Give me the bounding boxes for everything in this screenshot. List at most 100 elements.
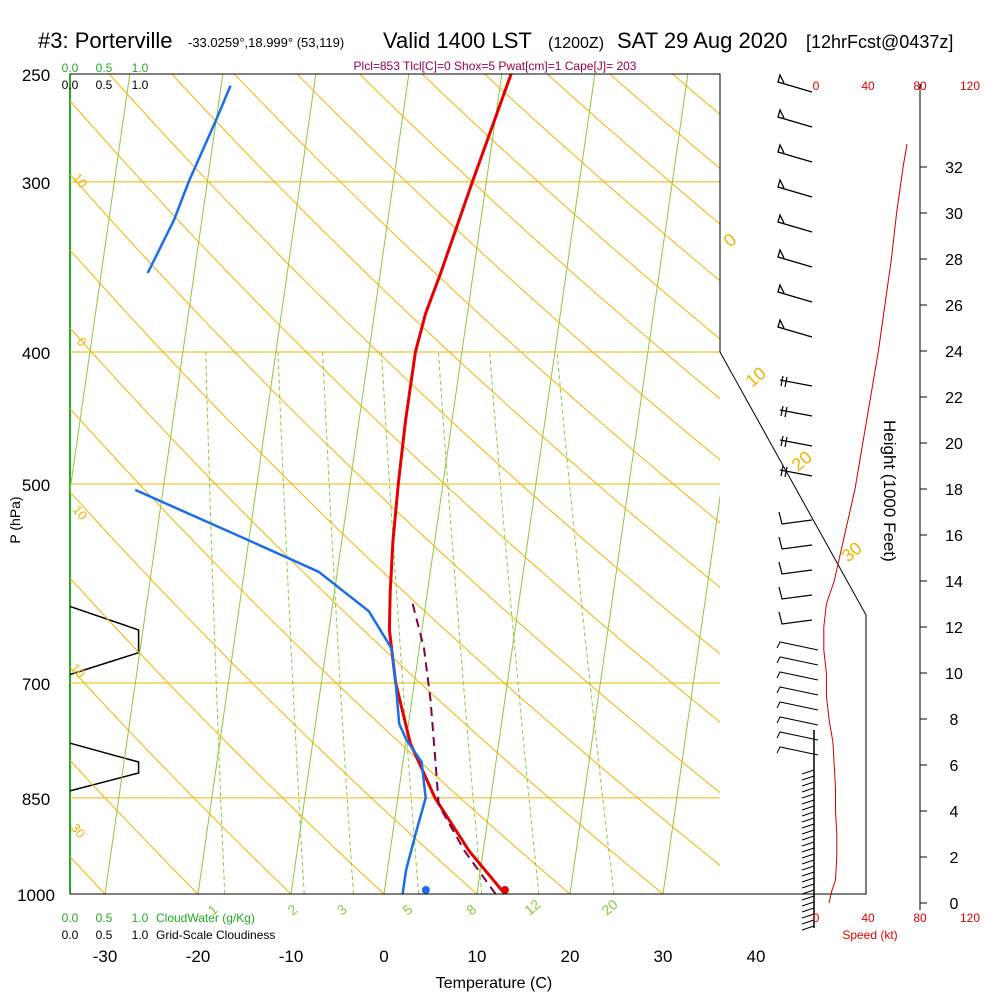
mixing-ratio-line [322, 351, 354, 894]
mixing-ratio-line [205, 351, 226, 894]
height-tick-label: 16 [945, 528, 963, 545]
height-tick-label: 12 [945, 620, 963, 637]
speed-label: Speed (kt) [842, 928, 897, 942]
temperature-tick-label: 40 [747, 947, 766, 966]
cloudiness-scale-top: 0.5 [96, 78, 113, 92]
valid-time: Valid 1400 LST [383, 28, 532, 53]
cloud-820 [69, 742, 140, 792]
dry-adiabat [0, 50, 12, 894]
speed-tick-bottom: 80 [913, 911, 927, 925]
wind-barb [776, 746, 819, 756]
dry-adiabat [546, 74, 720, 225]
adiabat-label: 20 [788, 447, 816, 475]
valid-date: SAT 29 Aug 2020 [617, 28, 787, 53]
cloudwater-scale-top: 1.0 [132, 61, 149, 75]
station-coords: -33.0259°,18.999° (53,119) [188, 35, 344, 50]
pressure-tick-label: 1000 [17, 886, 55, 905]
cloudiness-scale-bottom: 0.5 [96, 928, 113, 942]
frame-top [70, 73, 721, 352]
dry-adiabats [0, 50, 1000, 894]
mixing-label: 12 [521, 896, 543, 918]
wind-barb [776, 731, 819, 741]
speed-tick-bottom: 0 [813, 911, 820, 925]
isotherm [104, 74, 224, 894]
plot-frame [70, 73, 867, 895]
mixing-label: 5 [399, 901, 415, 918]
cloudwater-scale-top: 0.0 [62, 61, 79, 75]
sounding-profiles [134, 73, 513, 895]
speed-tick-top: 120 [960, 79, 980, 93]
isotherm [662, 493, 720, 894]
dry-adiabat [108, 74, 720, 655]
dry-adiabat [70, 491, 478, 894]
mixing-ratio-line [556, 351, 615, 894]
height-tick-label: 10 [945, 666, 963, 683]
temperature-axis-label: Temperature (C) [436, 975, 552, 992]
height-tick-label: 2 [950, 850, 959, 867]
wind-barb [776, 656, 819, 666]
dry-adiabat [233, 74, 720, 524]
cloudiness-label: Grid-Scale Cloudiness [156, 928, 275, 942]
pressure-axis-label: P (hPa) [7, 496, 23, 543]
cloudiness-scale-top: 1.0 [132, 78, 149, 92]
surface-temp-dot [500, 886, 509, 894]
wind-barb [776, 641, 819, 651]
pressure-tick-label: 500 [22, 476, 50, 495]
temperature-tick-label: 10 [468, 947, 487, 966]
series-dewpoint-upper [146, 85, 232, 274]
dry-adiabat [70, 327, 664, 894]
surface-dew-dot [421, 886, 430, 894]
pressure-tick-label: 700 [22, 675, 50, 694]
dry-adiabat [421, 74, 720, 340]
wind-barb [778, 536, 813, 550]
wind-barb [779, 435, 813, 448]
speed-tick-top: 0 [813, 79, 820, 93]
speed-profile [823, 143, 908, 904]
wind-barb [776, 716, 819, 726]
cloud-side-label: 10 [70, 502, 91, 523]
dry-adiabat [358, 74, 720, 400]
wind-barb [777, 143, 813, 163]
adiabat-label: 0 [720, 229, 741, 251]
dry-adiabat [830, 50, 1000, 894]
height-tick-label: 22 [945, 390, 963, 407]
pressure-tick-label: 250 [22, 66, 50, 85]
utc-time: (1200Z) [548, 35, 604, 52]
cloudiness-scale-bottom: 0.0 [62, 928, 79, 942]
wind-barb [777, 213, 813, 233]
speed-tick-bottom: 120 [960, 911, 980, 925]
wind-barb [777, 73, 813, 93]
wind-barb [778, 511, 813, 525]
stability-indices: Plcl=853 Tlcl[C]=0 Shox=5 Pwat[cm]=1 Cap… [354, 59, 637, 73]
dry-adiabat [70, 407, 571, 894]
temperature-tick-label: 30 [654, 947, 673, 966]
wind-barb [778, 611, 813, 625]
dry-adiabat [70, 577, 385, 894]
cloudwater-scale-bottom: 0.0 [62, 911, 79, 925]
forecast-info: [12hrFcst@0437z] [806, 32, 953, 52]
dry-adiabat [70, 173, 720, 794]
mixing-ratio-line [277, 351, 305, 894]
wind-barb [777, 283, 813, 303]
wind-barb [777, 108, 813, 128]
wind-barb [779, 465, 813, 478]
temperature-tick-label: -30 [93, 947, 118, 966]
series-temperature [387, 73, 513, 895]
isotherm [383, 74, 503, 894]
dry-adiabat [70, 759, 199, 894]
pressure-tick-label: 300 [22, 174, 50, 193]
isotherms [70, 74, 720, 894]
height-tick-label: 26 [945, 298, 963, 315]
mixing-label: 2 [284, 901, 300, 918]
wind-barb [776, 671, 819, 681]
wind-barb [778, 561, 813, 575]
station-title: #3: Porterville [38, 28, 173, 53]
wind-barb [778, 586, 813, 600]
wind-barbs-low [801, 769, 815, 931]
frame-skew [70, 351, 867, 895]
mixing-label: 8 [463, 901, 479, 918]
height-tick-label: 24 [945, 344, 963, 361]
speed-tick-bottom: 40 [861, 911, 875, 925]
